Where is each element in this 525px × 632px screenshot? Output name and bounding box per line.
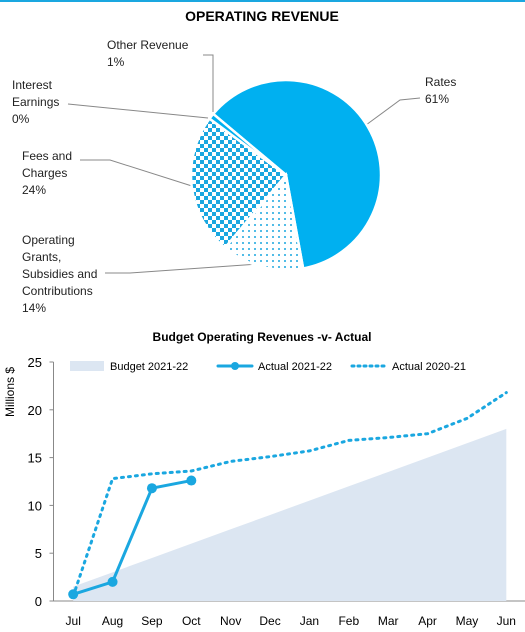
- pie-slice: [207, 112, 287, 177]
- slice-name: Other Revenue: [107, 38, 189, 52]
- line: [71, 391, 508, 598]
- pie-title: OPERATING REVENUE: [185, 8, 339, 24]
- y-tick-label: 5: [35, 546, 42, 561]
- x-tick-label: Mar: [378, 614, 399, 628]
- slice-name: Rates: [425, 75, 457, 89]
- y-tick-label: 25: [28, 355, 42, 370]
- line: [71, 479, 193, 596]
- y-tick-label: 10: [28, 498, 42, 513]
- slice-value: 0%: [12, 112, 30, 126]
- slice-value: 1%: [107, 55, 125, 69]
- pie-slice: [211, 78, 383, 270]
- x-tick-label: Nov: [220, 614, 241, 628]
- top-rule: [0, 0, 525, 2]
- line-title: Budget Operating Revenues -v- Actual: [153, 330, 372, 344]
- y-tick-label: 15: [28, 451, 42, 466]
- pie-slice: [223, 172, 305, 272]
- x-tick-label: Jul: [66, 614, 81, 628]
- y-tick-label: 20: [28, 403, 42, 418]
- legend-label: Actual 2021-22: [258, 361, 332, 373]
- label-rates: Rates 61%: [425, 74, 485, 108]
- legend-label: Budget 2021-22: [110, 361, 188, 373]
- slice-name: Operating Grants, Subsidies and Contribu…: [22, 233, 98, 298]
- slice-value: 24%: [22, 183, 47, 197]
- y-axis-label: Millions $: [3, 367, 17, 417]
- x-tick-label: Feb: [338, 614, 359, 628]
- x-tick-label: Sep: [141, 614, 163, 628]
- legend-label: Actual 2020-21: [392, 361, 466, 373]
- point: [146, 483, 157, 494]
- x-tick-label: Jan: [300, 614, 319, 628]
- x-tick-label: Aug: [102, 614, 123, 628]
- slice-name: Interest Earnings: [12, 78, 60, 109]
- x-tick-label: Oct: [182, 614, 201, 628]
- point: [107, 576, 118, 587]
- label-grants: Operating Grants, Subsidies and Contribu…: [22, 232, 112, 317]
- pie-slice: [189, 116, 288, 250]
- label-interest: Interest Earnings 0%: [12, 77, 72, 128]
- x-tick-label: Jun: [497, 614, 516, 628]
- slice-name: Fees and Charges: [22, 149, 73, 180]
- slice-value: 61%: [425, 92, 450, 106]
- legend-marker: [231, 362, 239, 370]
- y-tick-label: 0: [35, 594, 42, 609]
- x-tick-label: May: [456, 614, 479, 628]
- point: [186, 475, 197, 486]
- slice-value: 14%: [22, 301, 47, 315]
- x-tick-label: Dec: [259, 614, 280, 628]
- label-other: Other Revenue 1%: [107, 37, 207, 71]
- leader-lines: [67, 54, 421, 274]
- label-fees: Fees and Charges 24%: [22, 148, 82, 199]
- x-tick-label: Apr: [418, 614, 437, 628]
- area: [73, 428, 507, 601]
- legend-swatch: [70, 361, 104, 371]
